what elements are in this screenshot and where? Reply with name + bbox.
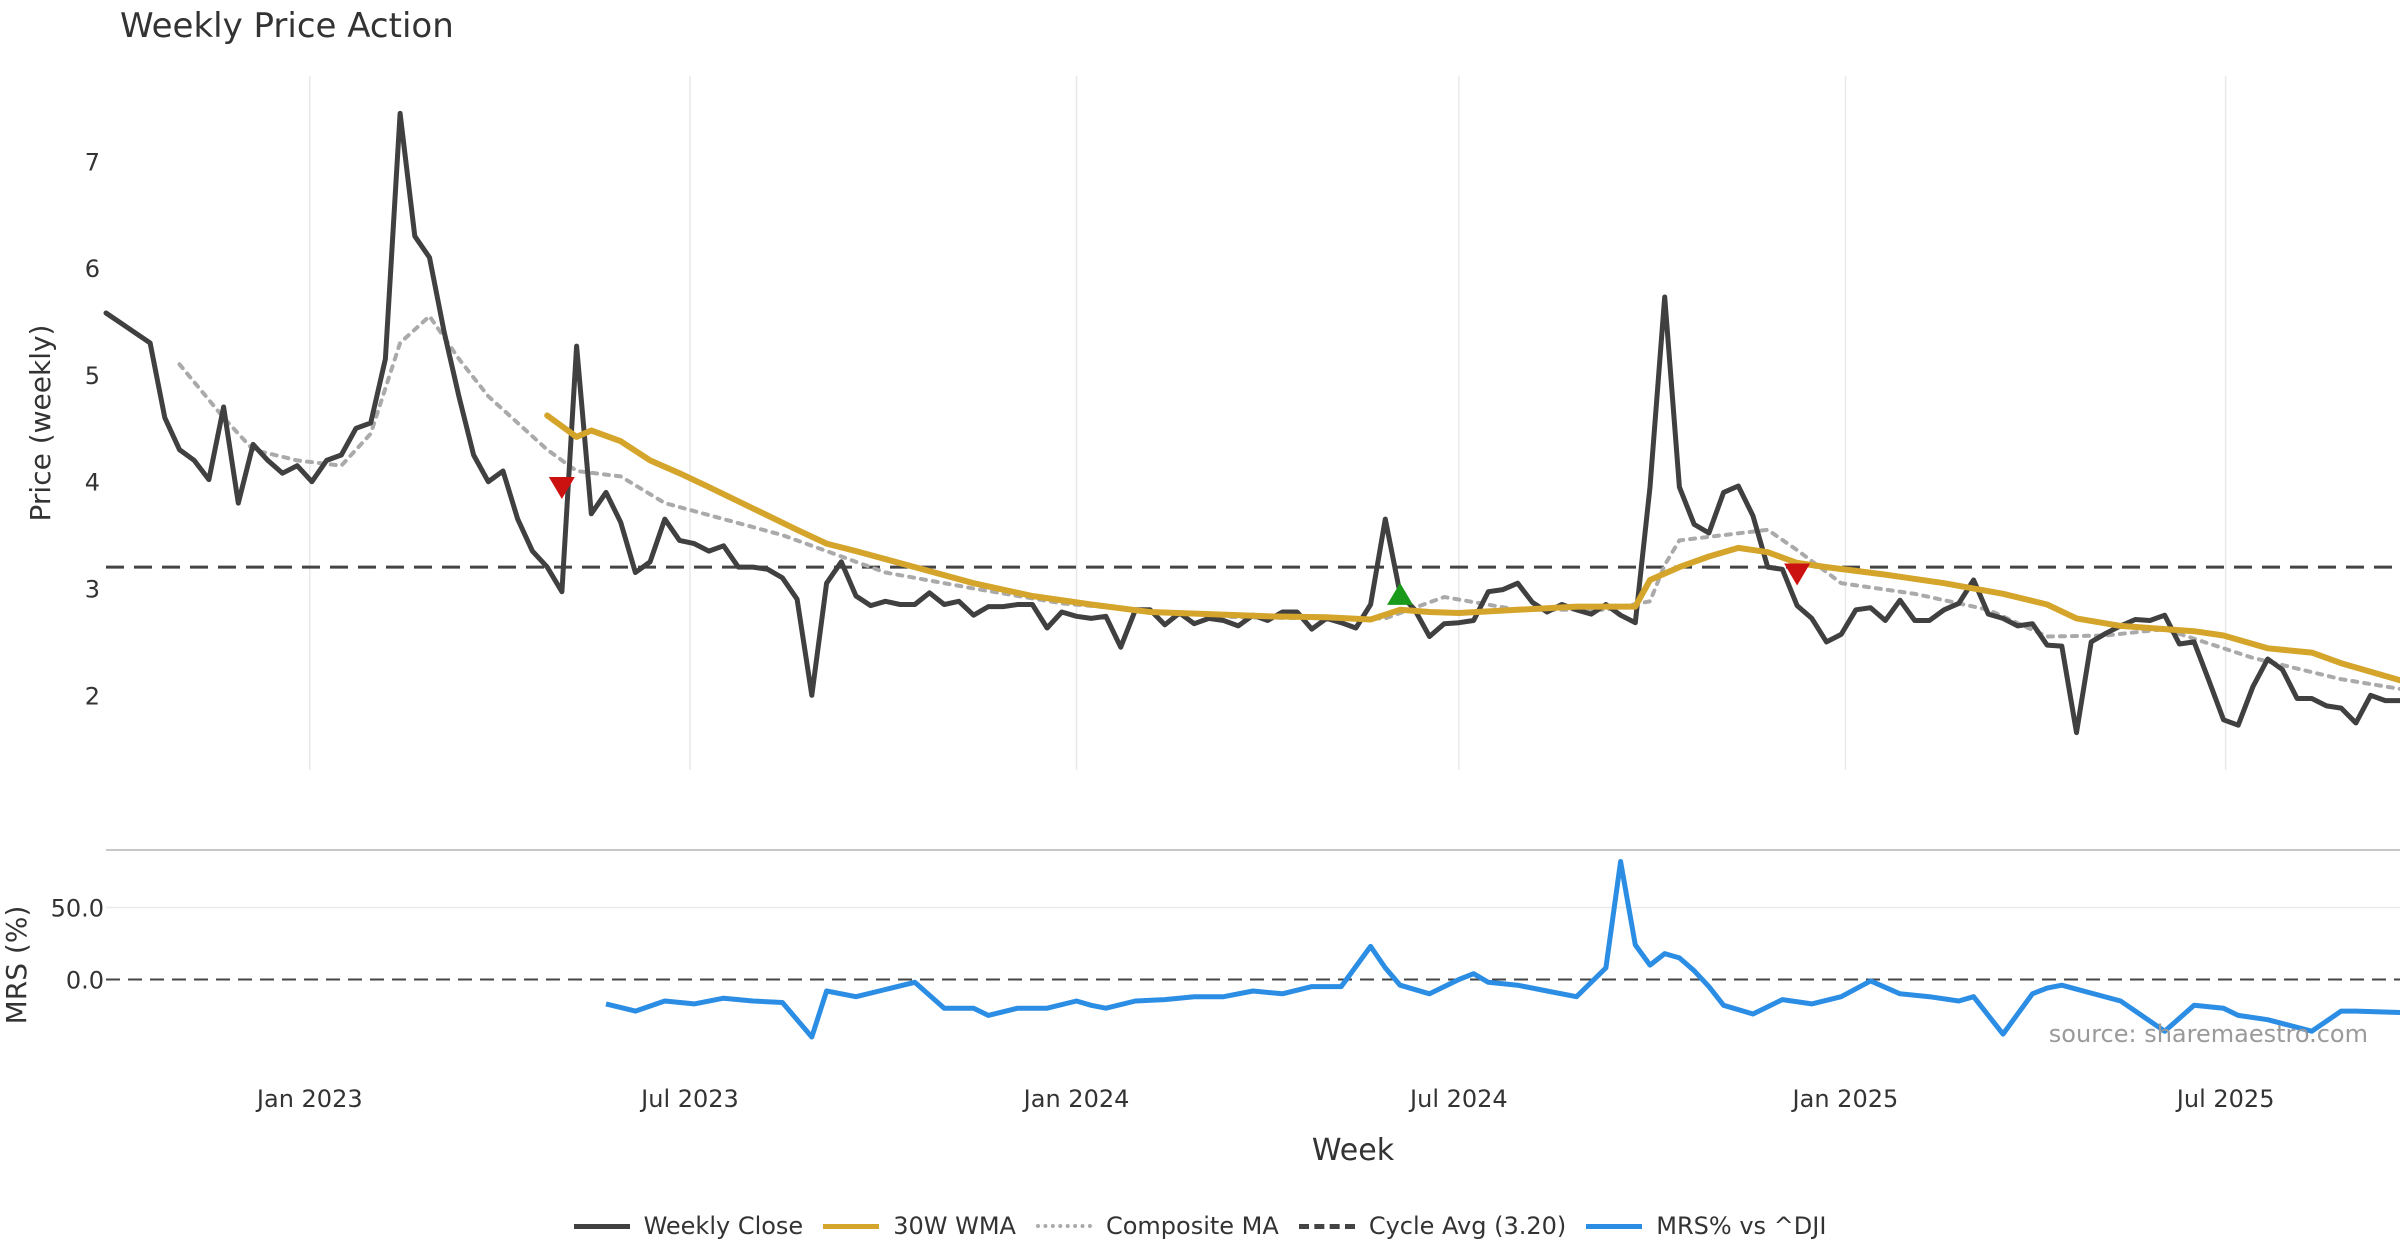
legend-item: Weekly Close: [573, 1212, 804, 1240]
y-tick-label: 2: [85, 682, 100, 710]
y-tick-label: 7: [85, 148, 100, 176]
x-axis-title: Week: [1312, 1133, 1395, 1168]
y-tick-label: 5: [85, 362, 100, 390]
grid-lines: [106, 76, 2400, 909]
legend-label: Weekly Close: [643, 1212, 804, 1240]
x-tick-label: Jan 2023: [255, 1085, 363, 1113]
legend-swatch: [1298, 1223, 1355, 1229]
legend-label: MRS% vs ^DJI: [1656, 1212, 1827, 1240]
wma-30w-line: [544, 412, 2400, 684]
chart-title: Weekly Price Action: [120, 6, 454, 46]
y-tick-label: 3: [85, 575, 100, 603]
legend-swatch: [1035, 1224, 1092, 1228]
y-axis-title: Price (weekly): [24, 325, 57, 522]
x-tick-label: Jul 2025: [2175, 1085, 2275, 1113]
source-watermark: source: sharemaestro.com: [2048, 1020, 2368, 1048]
sell-signal-marker: [1784, 563, 1811, 586]
legend-label: 30W WMA: [893, 1212, 1016, 1240]
x-tick-label: Jan 2025: [1791, 1085, 1899, 1113]
buy-signal-marker: [1387, 582, 1414, 605]
legend-item: Cycle Avg (3.20): [1298, 1212, 1567, 1240]
x-tick-label: Jul 2024: [1408, 1085, 1508, 1113]
signal-markers: [548, 477, 1811, 605]
mrs-y-tick-label: 50.0: [51, 895, 104, 923]
x-tick-label: Jul 2023: [639, 1085, 739, 1113]
mrs-y-axis-title: MRS (%): [0, 906, 33, 1025]
chart-legend: Weekly Close 30W WMA Composite MA Cycle Avg…: [0, 1212, 2400, 1240]
composite-ma-line: [177, 314, 2400, 691]
weekly-close-line: [103, 110, 2400, 736]
mrs-line: [605, 859, 2400, 1040]
series-layer: [103, 110, 2400, 1040]
sell-signal-marker: [548, 477, 575, 500]
y-tick-label: 6: [85, 255, 100, 283]
y-tick-label: 4: [85, 469, 100, 497]
legend-label: Cycle Avg (3.20): [1368, 1212, 1567, 1240]
legend-label: Composite MA: [1105, 1212, 1279, 1240]
legend-swatch: [573, 1223, 630, 1229]
legend-item: Composite MA: [1035, 1212, 1279, 1240]
mrs-y-tick-label: 0.0: [66, 966, 104, 994]
legend-swatch: [823, 1223, 880, 1229]
legend-swatch: [1586, 1223, 1643, 1229]
x-tick-label: Jan 2024: [1022, 1085, 1130, 1113]
legend-item: 30W WMA: [823, 1212, 1016, 1240]
axis-labels: 2 3 4 5 6 7 0.0 50.0 Jan 2023 Jul 2023 Jan 2024 Jul…: [0, 148, 2274, 1168]
legend-item: MRS% vs ^DJI: [1586, 1212, 1826, 1240]
